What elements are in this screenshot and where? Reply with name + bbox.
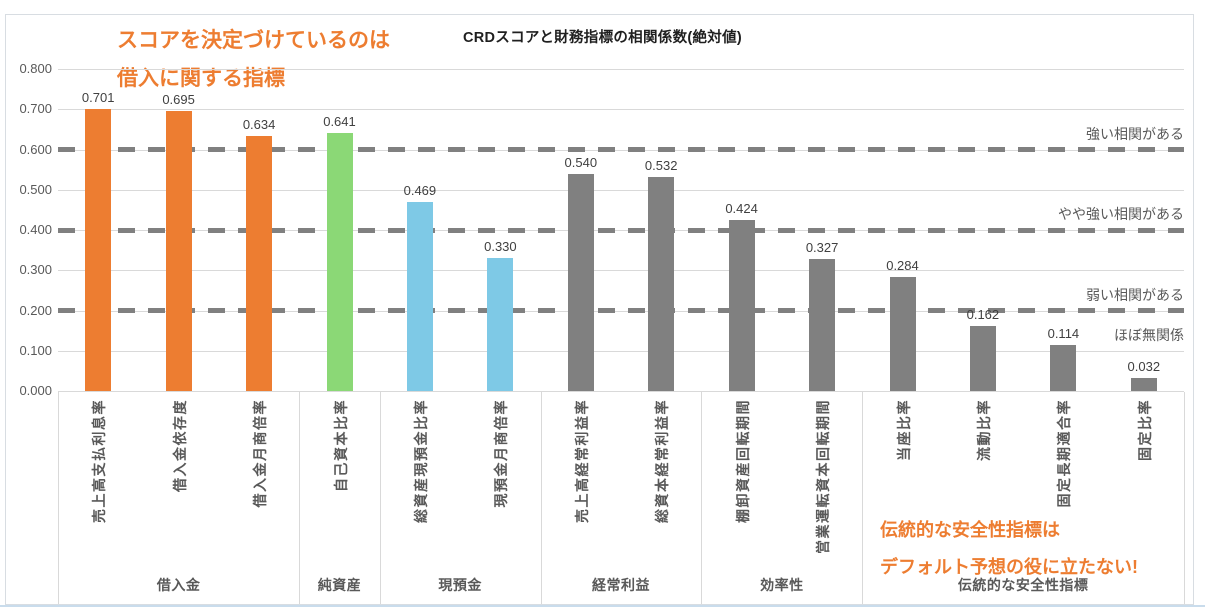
threshold-label: 弱い相関がある [1086,286,1184,303]
bar-value-label: 0.284 [886,257,919,273]
threshold-label: ほぼ無関係 [1114,326,1184,343]
y-axis-tick-label: 0.100 [19,342,52,358]
bar [326,133,353,391]
bar [969,325,996,391]
bar-value-label: 0.532 [644,157,678,173]
threshold-dashed-line [58,308,1184,313]
bar [1050,345,1077,391]
annotation-safety-indicators: 伝統的な安全性指標は デフォルト予想の役に立たない! [880,512,1138,586]
bar [246,135,273,391]
bar-value-label: 0.330 [484,239,517,255]
group-label: 現預金 [438,577,482,593]
threshold-label: やや強い相関がある [1058,206,1184,222]
gridline [58,270,1184,272]
category-separator [58,392,59,604]
category-axis-label-text: 総資産現預金比率 [412,399,429,523]
bar [1130,378,1157,391]
bar-value-label: 0.162 [966,306,1000,322]
category-axis-label-text: 流動比率 [975,399,992,461]
y-axis-tick-label: 0.300 [19,262,52,278]
y-axis-tick-label: 0.400 [19,222,52,237]
bar-value-label: 0.032 [1127,359,1161,375]
bar [406,202,433,391]
annotation-borrowing-indicators: スコアを決定づけているのは 借入に関する指標 [117,22,390,98]
y-axis-tick-label: 0.500 [19,181,52,197]
category-axis-label-text: 棚卸資産回転期間 [734,399,751,523]
category-axis-label-text: 固定比率 [1136,399,1153,461]
group-label: 経常利益 [592,577,651,593]
category-separator [701,392,703,604]
gridline [58,350,1184,352]
bar [85,108,112,391]
annotation-safety-line2: デフォルト予想の役に立たない! [880,557,1138,577]
chart-border [5,14,1194,605]
y-axis-tick-label: 0.700 [19,101,52,117]
annotation-safety-line1: 伝統的な安全性指標は [880,520,1060,540]
bar-value-label: 0.634 [242,116,276,132]
bar-value-label: 0.641 [323,114,356,129]
category-separator [862,392,864,604]
y-axis-tick-label: 0.200 [19,302,52,318]
group-label: 借入金 [156,577,201,593]
threshold-label: 強い相関がある [1086,125,1184,142]
bar-value-label: 0.701 [81,89,115,105]
category-axis-label-text: 営業運転資本回転期間 [815,399,832,554]
bar-value-label: 0.424 [725,201,758,217]
category-axis-label-text: 自己資本比率 [332,399,349,492]
category-axis-label-text: 売上高経常利益率 [573,399,590,523]
threshold-dashed-line [58,227,1184,233]
category-separator [379,392,381,604]
gridline [58,391,1184,392]
y-axis-tick-label: 0.000 [19,383,52,398]
gridline [58,69,1184,70]
group-label: 伝統的な安全性指標 [957,577,1089,593]
group-label: 効率性 [760,577,804,593]
bar [487,258,514,391]
category-axis-label-text: 売上高支払利息率 [91,399,108,523]
category-axis-label-text: 借入金依存度 [171,399,188,492]
category-axis-label-text: 総資本経常利益率 [654,399,671,523]
category-separator [299,392,301,604]
chart-title: CRDスコアと財務指標の相関係数(絶対値) [462,30,743,46]
bar [165,111,192,391]
bar-value-label: 0.540 [564,154,598,170]
bar-value-label: 0.469 [403,183,437,199]
category-axis-label-text: 固定長期適合率 [1056,399,1073,508]
category-separator [1184,392,1185,604]
bar [889,276,916,391]
bar-value-label: 0.327 [805,240,839,256]
bar [567,173,594,391]
bar [728,220,755,391]
annotation-borrowing-line2: 借入に関する指標 [117,67,285,90]
category-separator [540,392,542,604]
category-axis-label-text: 当座比率 [895,399,912,461]
bar [809,259,836,391]
y-axis-tick-label: 0.800 [19,61,52,76]
annotation-borrowing-line1: スコアを決定づけているのは [117,29,390,52]
gridline [58,189,1184,191]
bar [648,176,675,391]
category-axis-label-text: 借入金月商倍率 [252,399,269,508]
category-axis-label-text: 現預金月商倍率 [493,399,510,508]
bar-value-label: 0.114 [1047,326,1080,342]
bar-value-label: 0.695 [162,92,195,108]
gridline [58,109,1184,111]
y-axis-tick-label: 0.600 [19,141,52,157]
threshold-dashed-line [58,147,1184,152]
chart-bottom-edge [0,605,1205,607]
group-label: 純資産 [317,577,362,593]
